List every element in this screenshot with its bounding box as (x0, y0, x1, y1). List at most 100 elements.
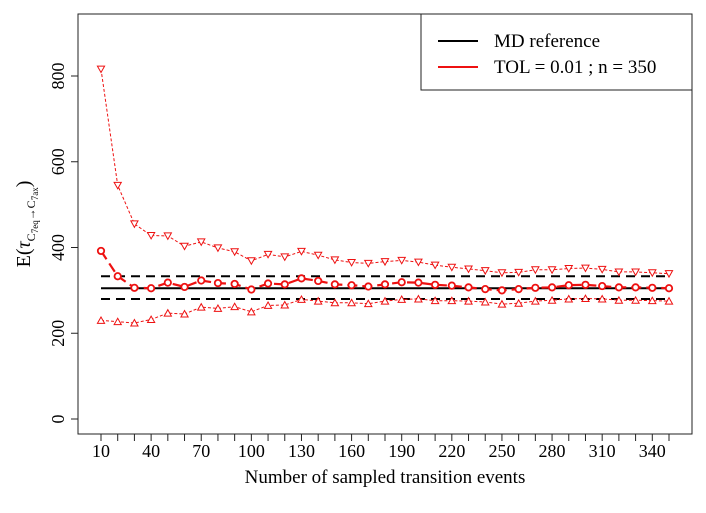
tol-mean-point-150 (330, 280, 339, 289)
tol-lower-point-330 (631, 295, 641, 304)
tol-upper-point-300 (581, 264, 590, 273)
x-tick-label-250: 250 (488, 441, 515, 461)
tol-mean-point-120 (280, 280, 289, 289)
y-tick-label-800: 800 (48, 63, 68, 90)
tol-lower-point-310 (597, 294, 607, 303)
tol-mean-point-180 (380, 280, 390, 289)
tol-lower-point-110 (263, 300, 273, 309)
x-tick-label-160: 160 (338, 441, 365, 461)
tol-mean-point-140 (314, 276, 323, 286)
tol-mean-point-210 (431, 280, 440, 289)
tol-mean-point-40 (147, 284, 156, 293)
tol-mean-point-100 (247, 285, 256, 294)
tol-mean-point-160 (347, 281, 356, 290)
tol-mean-point-310 (598, 281, 607, 291)
tol-lower-point-250 (497, 299, 507, 308)
x-tick-label-340: 340 (639, 441, 666, 461)
tol-upper-point-240 (480, 267, 490, 276)
y-axis-title-prefix: E( (13, 248, 35, 267)
tol-mean-point-10 (96, 246, 106, 256)
tol-lower-point-200 (413, 294, 423, 303)
legend-box (420, 13, 693, 91)
tol-mean-point-130 (297, 274, 306, 283)
tol-upper-line (100, 69, 670, 275)
tol-mean-point-240 (481, 284, 490, 294)
tol-mean-point-220 (447, 281, 456, 290)
tol-upper-point-260 (514, 268, 524, 277)
tol-mean-point-170 (364, 282, 373, 291)
tol-mean-point-50 (163, 278, 172, 287)
tol-mean-point-350 (664, 284, 674, 293)
y-axis-title-suffix: ) (13, 181, 35, 188)
y-axis-title-to: C (24, 200, 38, 208)
tol-mean-point-250 (497, 286, 507, 295)
legend-label-md-reference: MD reference (494, 31, 600, 52)
x-axis-title: Number of sampled transition events (245, 467, 526, 488)
tol-upper-point-110 (263, 250, 273, 259)
y-axis-title-tau: τ (13, 240, 35, 248)
tol-upper-point-140 (313, 251, 323, 260)
x-tick-label-130: 130 (288, 441, 315, 461)
tol-mean-point-90 (230, 279, 239, 289)
tol-mean-point-340 (648, 283, 657, 292)
tol-lower-point-230 (464, 296, 473, 305)
tol-mean-point-260 (514, 284, 523, 294)
y-tick-label-400: 400 (48, 234, 68, 261)
tol-upper-point-280 (547, 266, 557, 275)
tol-lower-point-30 (129, 318, 139, 327)
tol-upper-point-350 (664, 270, 674, 279)
tol-upper-point-180 (380, 258, 390, 267)
tol-upper-point-40 (146, 231, 156, 240)
tol-lower-point-170 (363, 299, 373, 308)
tol-lower-point-340 (647, 296, 657, 305)
tol-mean-point-190 (397, 278, 406, 287)
tol-upper-point-130 (297, 247, 306, 256)
x-tick-label-190: 190 (388, 441, 415, 461)
tol-mean-point-290 (564, 281, 573, 290)
tol-upper-point-70 (196, 238, 206, 247)
tol-mean-point-230 (464, 283, 473, 292)
y-tick-label-200: 200 (48, 320, 68, 347)
tol-upper-point-10 (96, 65, 106, 74)
tol-lower-point-180 (380, 296, 390, 305)
tol-upper-point-100 (246, 257, 256, 266)
tol-upper-point-160 (347, 259, 357, 267)
tol-mean-point-60 (180, 282, 189, 292)
tol-upper-point-80 (213, 244, 223, 253)
tol-mean-point-200 (414, 278, 423, 287)
tol-upper-point-200 (413, 258, 423, 267)
tol-lower-point-210 (430, 296, 440, 305)
tol-upper-point-170 (363, 259, 373, 268)
x-tick-label-280: 280 (539, 441, 566, 461)
x-tick-label-70: 70 (192, 441, 210, 461)
tol-upper-point-270 (530, 266, 540, 275)
tol-lower-point-80 (213, 303, 223, 312)
tol-lower-point-70 (196, 302, 206, 311)
tol-lower-point-240 (480, 297, 490, 306)
tol-lower-point-60 (180, 309, 189, 318)
tol-upper-point-320 (614, 268, 624, 277)
tol-upper-point-230 (464, 265, 473, 274)
tol-lower-point-90 (230, 302, 240, 311)
tol-mean-point-320 (614, 283, 623, 292)
tol-mean-point-330 (631, 283, 640, 292)
tol-upper-point-330 (631, 268, 641, 277)
tol-mean-point-280 (547, 283, 557, 292)
tol-upper-point-50 (163, 232, 173, 241)
x-tick-label-10: 10 (92, 441, 110, 461)
tol-lower-point-220 (447, 296, 457, 305)
tol-lower-point-320 (614, 295, 624, 304)
tol-lower-point-270 (530, 296, 540, 305)
tol-mean-point-80 (213, 278, 223, 288)
tol-upper-point-290 (564, 265, 574, 273)
y-axis-title-to-sub: 7ax (30, 187, 40, 200)
tol-upper-point-60 (180, 242, 189, 251)
tol-upper-point-20 (113, 181, 123, 190)
tol-mean-point-300 (581, 280, 590, 289)
x-tick-label-40: 40 (142, 441, 160, 461)
tol-upper-point-250 (497, 269, 507, 278)
tol-lower-point-140 (313, 296, 323, 305)
tol-series (96, 65, 674, 327)
y-tick-label-0: 0 (48, 415, 68, 424)
tol-mean-point-70 (197, 276, 206, 285)
